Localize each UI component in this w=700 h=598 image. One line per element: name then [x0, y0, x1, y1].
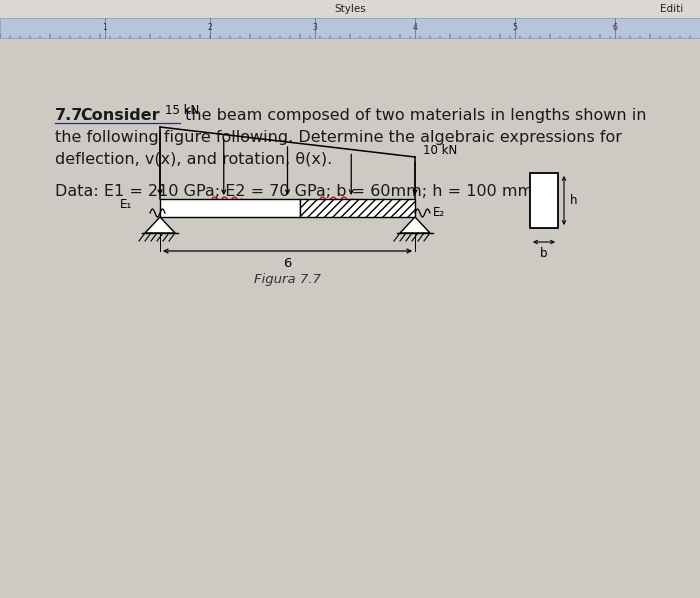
Polygon shape [145, 217, 175, 233]
Text: deflection, v(x), and rotation, θ(x).: deflection, v(x), and rotation, θ(x). [55, 152, 332, 167]
Bar [530, 173, 558, 228]
Text: 2: 2 [208, 23, 212, 32]
Text: b: b [540, 247, 547, 260]
Bar [0, 18, 700, 38]
Text: 5: 5 [512, 23, 517, 32]
Text: Styles: Styles [334, 4, 366, 14]
Text: the beam composed of two materials in lengths shown in: the beam composed of two materials in le… [180, 108, 647, 123]
Text: h: h [570, 194, 578, 207]
Text: Data: E1 = 210 GPa; E2 = 70 GPa; b = 60mm; h = 100 mm: Data: E1 = 210 GPa; E2 = 70 GPa; b = 60m… [55, 184, 533, 199]
Text: 1: 1 [103, 23, 107, 32]
Text: 6: 6 [284, 257, 292, 270]
Text: 15 kN: 15 kN [165, 104, 199, 117]
Text: 7.7.: 7.7. [55, 108, 90, 123]
Text: 3: 3 [313, 23, 317, 32]
Text: the following figure following. Determine the algebraic expressions for: the following figure following. Determin… [55, 130, 622, 145]
Polygon shape [400, 217, 430, 233]
Bar [0, 0, 700, 18]
Text: E₂: E₂ [433, 206, 445, 219]
Text: Consider: Consider [80, 108, 160, 123]
Text: 4: 4 [412, 23, 417, 32]
Text: 6: 6 [612, 23, 617, 32]
Text: E₁: E₁ [120, 199, 132, 212]
Text: Figura 7.7: Figura 7.7 [254, 273, 321, 286]
Bar [300, 199, 415, 217]
Text: 10 kN: 10 kN [423, 145, 457, 157]
Text: Editi: Editi [660, 4, 683, 14]
Bar [160, 199, 300, 217]
